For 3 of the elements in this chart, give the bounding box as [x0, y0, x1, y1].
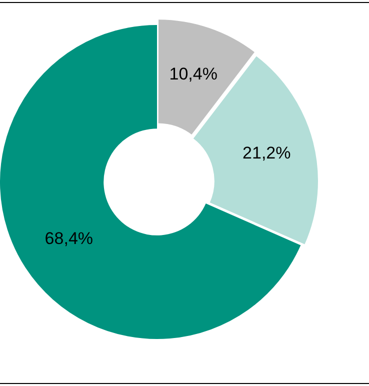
data-label: 68,4% — [44, 229, 93, 248]
data-label: 21,2% — [242, 144, 291, 163]
data-label: 10,4% — [169, 64, 218, 84]
